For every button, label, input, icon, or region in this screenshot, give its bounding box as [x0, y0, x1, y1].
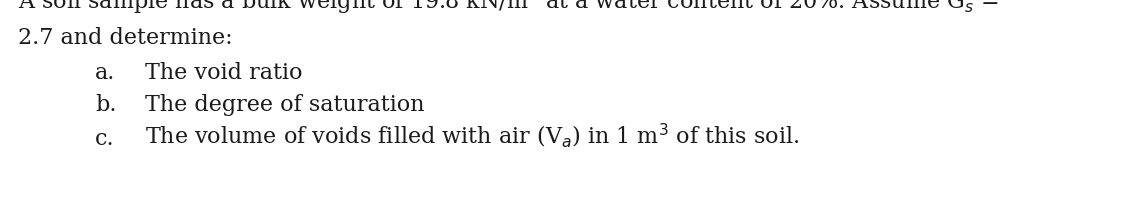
Text: The degree of saturation: The degree of saturation: [146, 94, 424, 116]
Text: 2.7 and determine:: 2.7 and determine:: [18, 27, 233, 49]
Text: c.: c.: [95, 128, 115, 150]
Text: b.: b.: [95, 94, 117, 116]
Text: The volume of voids filled with air (V$_{a}$) in 1 m$^3$ of this soil.: The volume of voids filled with air (V$_…: [146, 122, 800, 150]
Text: The void ratio: The void ratio: [146, 62, 303, 84]
Text: a.: a.: [95, 62, 116, 84]
Text: A soil sample has a bulk weight of 19.8 kN/m$^3$ at a water content of 20%. Assu: A soil sample has a bulk weight of 19.8 …: [18, 0, 998, 17]
